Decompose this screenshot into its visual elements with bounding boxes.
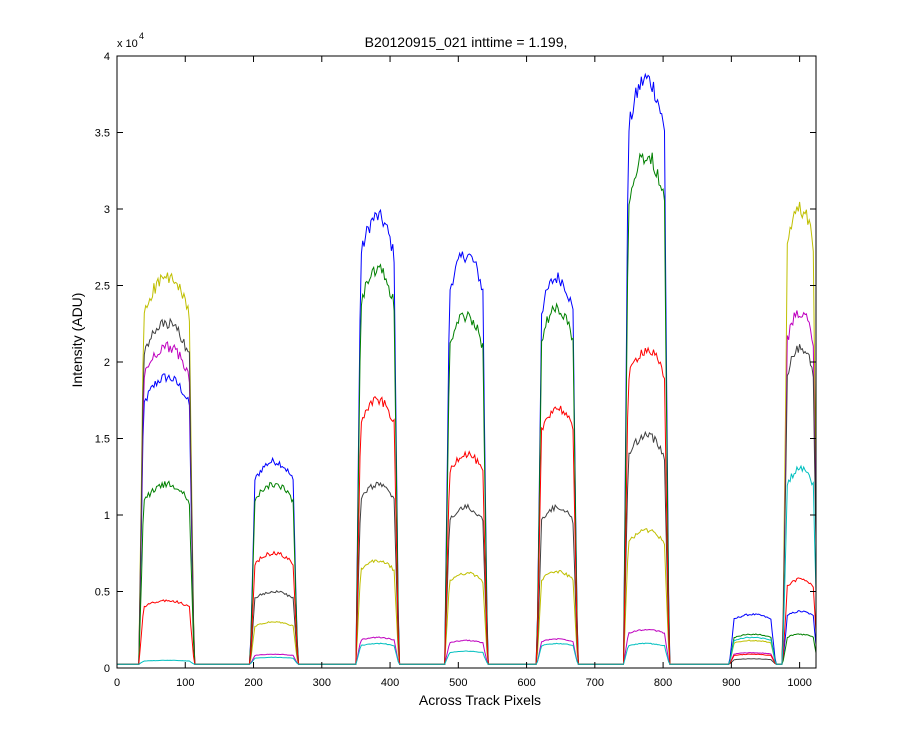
y-tick-label: 0 [104,663,110,675]
y-tick-label: 4 [104,51,110,63]
y-tick-label: 3 [104,204,110,216]
x-tick-label: 1000 [787,677,811,689]
y-tick-label: 2 [104,357,110,369]
series-line [117,464,816,665]
y-tick-label: 2.5 [95,281,110,293]
y-axis-label: Intensity (ADU) [69,293,85,388]
plot-area [117,56,816,668]
series-layer [117,72,816,665]
x-tick-label: 700 [586,677,604,689]
y-tick-label: 3.5 [95,128,110,140]
x-axis-label: Across Track Pixels [419,692,541,708]
y-multiplier-base: x 10 [117,38,138,50]
chart-title: B20120915_021 inttime = 1.199, [365,34,568,50]
x-tick-label: 300 [313,677,331,689]
x-tick-label: 200 [244,677,262,689]
y-tick-label: 1 [104,510,110,522]
x-tick-label: 100 [176,677,194,689]
x-tick-label: 500 [449,677,467,689]
x-tick-label: 600 [517,677,535,689]
x-tick-label: 400 [381,677,399,689]
y-tick-label: 0.5 [95,587,110,599]
y-tick-label: 1.5 [95,434,110,446]
x-tick-label: 800 [654,677,672,689]
y-multiplier-exponent: 4 [139,31,144,41]
x-tick-label: 0 [114,677,120,689]
tick-layer: 0 100 200 300 400 500 600 700 800 900 1000 0 0.5 1 1.5… [95,51,816,689]
x-tick-label: 900 [722,677,740,689]
